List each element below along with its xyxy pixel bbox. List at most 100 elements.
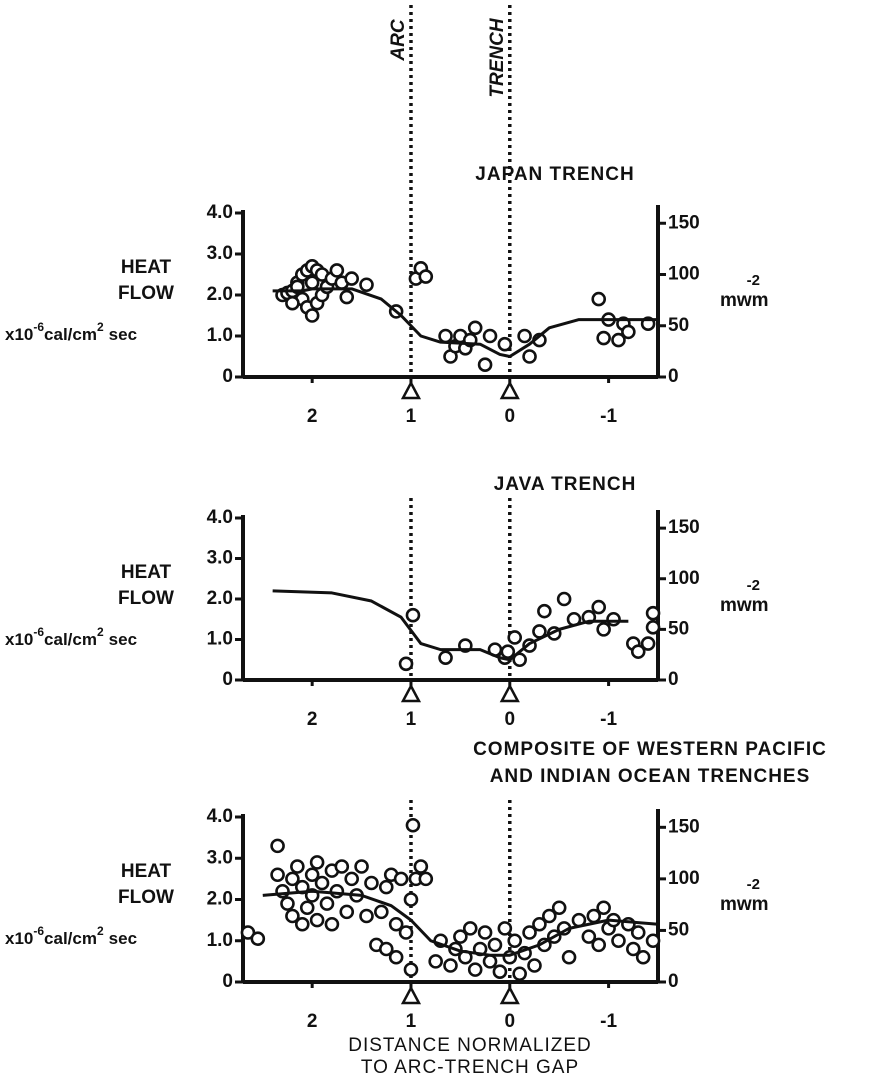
unit-part: 2 bbox=[97, 625, 104, 639]
data-point bbox=[596, 622, 611, 637]
x-tick-label: -1 bbox=[600, 406, 617, 427]
data-point bbox=[250, 931, 266, 946]
x-tick-label: 1 bbox=[406, 406, 417, 427]
data-point bbox=[344, 871, 359, 887]
unit-part: x10 bbox=[5, 929, 33, 948]
data-point bbox=[487, 937, 503, 953]
data-point bbox=[398, 925, 414, 940]
reference-triangle bbox=[499, 985, 520, 1005]
data-point bbox=[438, 650, 453, 666]
data-point bbox=[329, 263, 345, 278]
x-tick-label: 1 bbox=[406, 709, 417, 730]
unit-part: mwm bbox=[720, 894, 769, 915]
unit-part: sec bbox=[109, 630, 137, 649]
data-point bbox=[497, 336, 513, 352]
data-point bbox=[630, 644, 646, 659]
data-point bbox=[309, 855, 325, 870]
data-point bbox=[596, 900, 611, 916]
y2-tick-label: 50 bbox=[668, 315, 689, 336]
data-point bbox=[270, 838, 285, 854]
data-point bbox=[532, 916, 547, 932]
x-tick-label: -1 bbox=[600, 709, 617, 730]
unit-part: sec bbox=[109, 325, 137, 344]
data-point bbox=[339, 289, 355, 305]
unit-part: cal/cm bbox=[44, 325, 97, 344]
data-point bbox=[596, 330, 611, 346]
data-point bbox=[364, 875, 379, 891]
data-point bbox=[477, 925, 493, 940]
data-point bbox=[551, 900, 567, 916]
y-tick-label: 1.0 bbox=[207, 930, 233, 951]
data-point bbox=[645, 933, 661, 949]
data-point bbox=[294, 916, 310, 932]
data-point bbox=[453, 929, 468, 944]
unit-part: -6 bbox=[33, 924, 44, 938]
x-axis-label: DISTANCE NORMALIZED bbox=[348, 1035, 592, 1056]
data-point bbox=[329, 883, 345, 899]
y-tick-label: 1.0 bbox=[207, 325, 233, 346]
data-point bbox=[645, 605, 661, 621]
reference-label: ARC bbox=[388, 19, 409, 61]
data-point bbox=[428, 954, 443, 969]
data-point bbox=[621, 324, 636, 340]
y-axis-unit: x10-6cal/cm2 sec bbox=[5, 320, 137, 344]
data-point bbox=[630, 925, 646, 940]
data-point bbox=[482, 954, 498, 969]
unit-part: mwm bbox=[720, 290, 769, 311]
data-point bbox=[290, 859, 305, 874]
data-point bbox=[240, 925, 256, 940]
y2-tick-label: 100 bbox=[668, 568, 700, 589]
x-tick-label: 1 bbox=[406, 1011, 417, 1032]
data-point bbox=[591, 937, 607, 953]
unit-part: -6 bbox=[33, 320, 44, 334]
x-tick-label: 0 bbox=[504, 709, 515, 730]
data-point bbox=[378, 879, 394, 895]
data-point bbox=[522, 925, 537, 940]
unit-part: cal/cm bbox=[44, 630, 97, 649]
unit-part: x10 bbox=[5, 630, 33, 649]
data-point bbox=[378, 941, 394, 957]
data-point bbox=[304, 867, 320, 883]
y2-tick-label: 50 bbox=[668, 618, 689, 639]
data-point bbox=[477, 357, 493, 373]
unit-part: -2 bbox=[747, 272, 760, 289]
data-point bbox=[438, 328, 453, 344]
data-point bbox=[413, 859, 429, 874]
data-point bbox=[299, 900, 315, 916]
y-tick-label: 0 bbox=[222, 669, 233, 690]
data-point bbox=[304, 308, 320, 323]
y-tick-label: 1.0 bbox=[207, 629, 233, 650]
y-axis-label: HEAT bbox=[121, 861, 172, 882]
data-point bbox=[522, 349, 537, 364]
y-axis-label: FLOW bbox=[118, 283, 174, 304]
data-point bbox=[403, 962, 419, 977]
y2-tick-label: 0 bbox=[668, 971, 679, 992]
y-tick-label: 0 bbox=[222, 971, 233, 992]
y-tick-label: 4.0 bbox=[207, 202, 233, 223]
y-axis-unit: x10-6cal/cm2 sec bbox=[5, 924, 137, 948]
trend-line bbox=[272, 589, 629, 662]
y-axis-label: HEAT bbox=[121, 562, 172, 583]
data-point bbox=[393, 871, 409, 887]
x-tick-label: 2 bbox=[307, 709, 318, 730]
data-point bbox=[492, 964, 508, 979]
data-point bbox=[398, 656, 414, 672]
unit-part: cal/cm bbox=[44, 929, 97, 948]
reference-label: TRENCH bbox=[487, 17, 508, 97]
data-point bbox=[512, 966, 527, 982]
y2-axis-unit: mwm-2 bbox=[720, 876, 769, 915]
data-point bbox=[467, 320, 483, 336]
y2-tick-label: 0 bbox=[668, 366, 679, 387]
chart-title: AND INDIAN OCEAN TRENCHES bbox=[490, 766, 811, 787]
data-point bbox=[556, 591, 572, 607]
data-point bbox=[405, 607, 421, 623]
data-point bbox=[537, 603, 552, 619]
data-point bbox=[640, 636, 656, 651]
data-point bbox=[334, 859, 350, 874]
y-tick-label: 2.0 bbox=[207, 889, 233, 910]
data-point bbox=[280, 896, 295, 911]
reference-triangle bbox=[400, 380, 422, 400]
data-point bbox=[581, 929, 597, 944]
y-axis-label: HEAT bbox=[121, 257, 172, 278]
